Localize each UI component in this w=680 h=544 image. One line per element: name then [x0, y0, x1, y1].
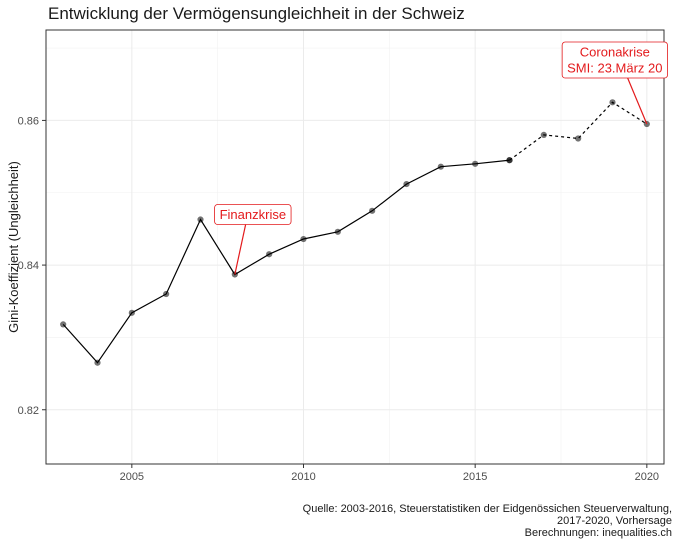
data-point: [643, 120, 650, 128]
y-tick-label: 0.82: [18, 405, 39, 417]
data-point: [334, 228, 341, 235]
x-tick-label: 2005: [120, 471, 144, 483]
x-tick-label: 2010: [291, 471, 315, 483]
data-point: [472, 160, 479, 167]
annotation-finanzkrise-text: Finanzkrise: [220, 207, 286, 222]
annotation-finanzkrise-leader: [234, 224, 247, 275]
data-point: [506, 157, 513, 164]
x-tick-label: 2015: [463, 471, 487, 483]
y-tick-label: 0.86: [18, 115, 39, 127]
data-point: [403, 180, 410, 188]
data-point: [60, 321, 67, 328]
annotation-coronakrise-text: SMI: 23.März 20: [567, 61, 662, 76]
x-tick-label: 2020: [635, 471, 659, 483]
data-point: [437, 163, 444, 170]
forecast-line: [509, 101, 648, 161]
data-point: [300, 235, 307, 243]
data-point: [94, 359, 101, 366]
data-point: [128, 309, 135, 316]
data-point: [197, 216, 204, 223]
panel-border: [45, 29, 665, 465]
annotation-finanzkrise-box: [214, 204, 292, 225]
data-point: [231, 271, 238, 278]
data-point: [575, 135, 582, 142]
y-axis-title: Gini-Koeffizient (Ungleichheit): [6, 161, 21, 333]
observed-line: [62, 159, 510, 364]
data-point: [369, 207, 376, 214]
chart-title: Entwicklung der Vermögensungleichheit in…: [48, 4, 465, 23]
source-line-2: 2017-2020, Vorhersage: [557, 515, 672, 527]
annotation-coronakrise-box: [561, 41, 668, 79]
source-line-3: Berechnungen: inequalities.ch: [524, 527, 672, 539]
data-point: [266, 251, 273, 258]
source-caption: Quelle: 2003-2016, Steuerstatistiken der…: [303, 503, 672, 539]
annotation-finanzkrise: Finanzkrise: [214, 204, 292, 275]
y-tick-label: 0.84: [18, 260, 39, 272]
data-point: [540, 131, 547, 138]
annotation-coronakrise-leader: [627, 77, 648, 125]
data-point: [163, 290, 170, 298]
data-point: [609, 99, 616, 106]
annotation-coronakrise-text: Coronakrise: [580, 45, 650, 60]
source-line-1: Quelle: 2003-2016, Steuerstatistiken der…: [302, 503, 672, 515]
